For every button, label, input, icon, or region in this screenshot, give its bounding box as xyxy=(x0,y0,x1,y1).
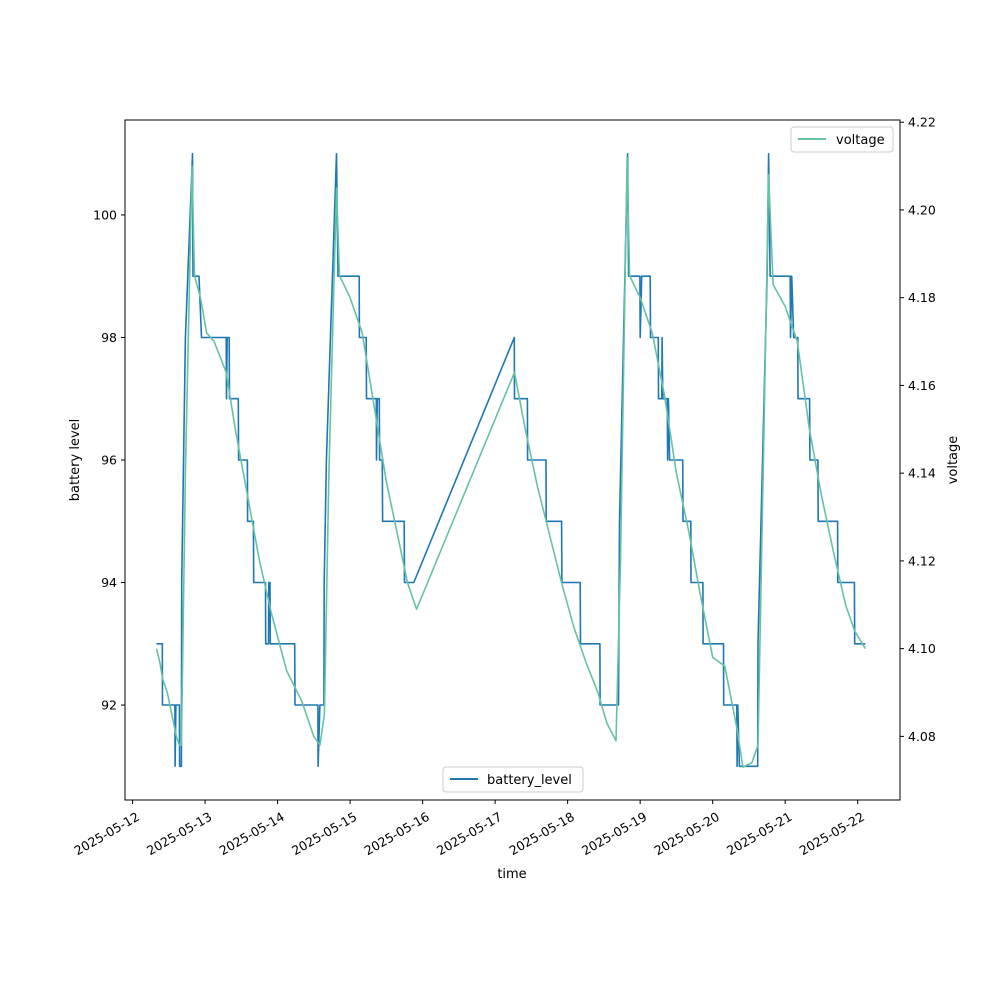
series-lines xyxy=(155,152,866,768)
x-tick-label: 2025-05-14 xyxy=(216,809,286,858)
series-line-battery-level xyxy=(156,152,866,768)
right-tick-label: 4.20 xyxy=(908,202,936,217)
x-axis-ticks: 2025-05-12 2025-05-13 2025-05-14 2025-05-15… xyxy=(71,800,867,858)
left-axis-ticks: 92 94 96 98 100 xyxy=(93,207,125,713)
left-tick-label: 98 xyxy=(101,330,117,345)
legend-battery-level: battery_level xyxy=(442,766,584,793)
legend-voltage-label: voltage xyxy=(836,133,885,148)
x-tick-label: 2025-05-15 xyxy=(289,809,359,858)
right-axis-label: voltage xyxy=(946,436,961,485)
x-tick-label: 2025-05-19 xyxy=(579,809,649,858)
x-tick-label: 2025-05-13 xyxy=(144,809,214,858)
legend-battery-box xyxy=(442,766,584,793)
right-tick-label: 4.22 xyxy=(908,115,936,130)
x-axis-label: time xyxy=(497,867,526,882)
left-tick-label: 92 xyxy=(101,698,117,713)
right-axis-ticks: 4.08 4.10 4.12 4.14 4.16 4.18 4.20 4.22 xyxy=(900,115,936,744)
right-tick-label: 4.08 xyxy=(908,729,936,744)
x-tick-label: 2025-05-18 xyxy=(507,809,577,858)
left-tick-label: 94 xyxy=(101,575,117,590)
legend-voltage: voltage xyxy=(790,126,894,153)
legend-voltage-box xyxy=(790,126,894,153)
x-tick-label: 2025-05-20 xyxy=(652,809,722,858)
plot-frame xyxy=(124,119,901,801)
left-axis-label: battery level xyxy=(68,419,83,502)
x-tick-label: 2025-05-16 xyxy=(361,809,431,858)
x-tick-label: 2025-05-22 xyxy=(797,809,867,858)
right-tick-label: 4.10 xyxy=(908,641,936,656)
x-tick-label: 2025-05-17 xyxy=(434,809,504,858)
x-tick-label: 2025-05-12 xyxy=(71,809,141,858)
right-tick-label: 4.14 xyxy=(908,466,936,481)
right-tick-label: 4.18 xyxy=(908,290,936,305)
left-tick-label: 100 xyxy=(93,207,117,222)
right-tick-label: 4.16 xyxy=(908,378,936,393)
legend-battery-label: battery_level xyxy=(487,773,572,788)
x-tick-label: 2025-05-21 xyxy=(724,809,794,858)
left-tick-label: 96 xyxy=(101,453,117,468)
series-line-voltage xyxy=(155,156,866,768)
right-tick-label: 4.12 xyxy=(908,553,936,568)
